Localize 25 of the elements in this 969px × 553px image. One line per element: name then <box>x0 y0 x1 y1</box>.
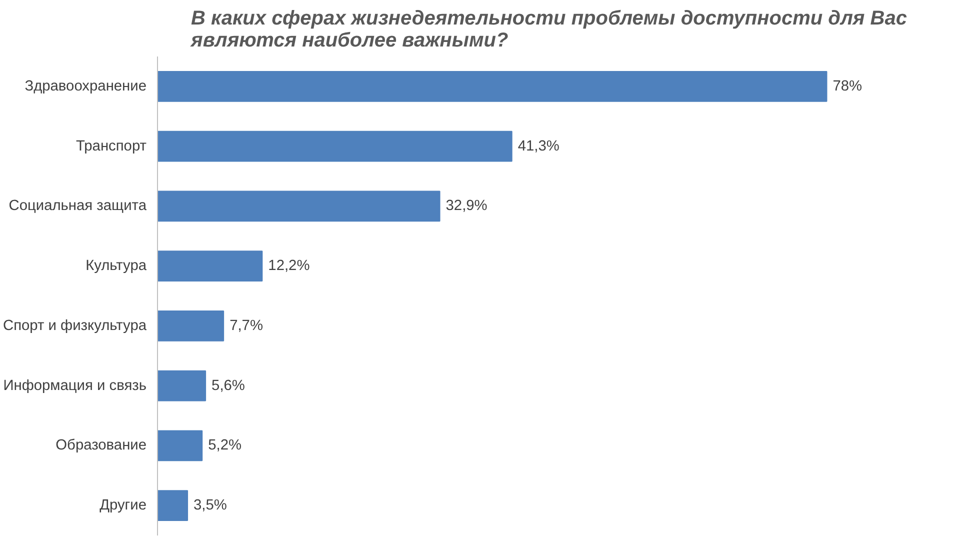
y-tick-label: Здравоохранение <box>24 78 147 94</box>
data-label: 3,5% <box>194 498 227 514</box>
bar <box>158 310 224 342</box>
data-label: 41,3% <box>518 138 560 154</box>
data-label: 5,2% <box>208 438 242 454</box>
y-tick-label: Транспорт <box>76 138 147 154</box>
data-label: 5,6% <box>212 378 245 394</box>
bar <box>158 70 828 102</box>
chart-title: В каких сферах жизнедеятельности проблемы доступности для Вас являются наиболее важными? <box>190 8 907 52</box>
data-label: 7,7% <box>230 318 263 334</box>
bar <box>158 490 188 522</box>
bar <box>158 370 206 402</box>
y-tick-label: Социальная защита <box>8 198 148 214</box>
y-tick-label: Другие <box>100 498 147 514</box>
y-tick-label: Спорт и физкультура <box>3 318 148 334</box>
data-label: 12,2% <box>268 258 310 274</box>
y-tick-label: Информация и связь <box>3 378 147 394</box>
bar <box>158 250 263 282</box>
y-tick-label: Образование <box>56 438 146 454</box>
data-label: 78% <box>832 78 862 94</box>
bar <box>158 430 203 462</box>
y-tick-label: Культура <box>86 258 148 274</box>
data-label: 32,9% <box>446 198 488 214</box>
bar <box>158 190 440 222</box>
bar <box>158 130 512 162</box>
